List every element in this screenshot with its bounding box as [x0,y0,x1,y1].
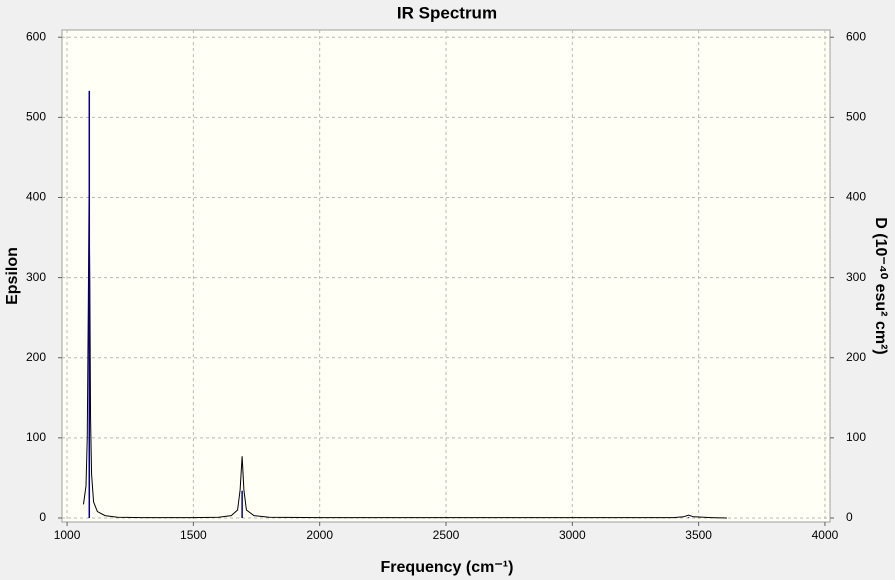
y2-tick-label: 300 [846,270,866,284]
y-tick-label: 200 [26,350,46,364]
y-tick-label: 0 [39,510,46,524]
y2-tick-label: 600 [846,29,866,43]
x-tick-label: 3500 [685,528,712,542]
y2-tick-label: 0 [846,510,853,524]
chart-title: IR Spectrum [397,3,497,22]
y-tick-label: 600 [26,29,46,43]
y-tick-label: 300 [26,270,46,284]
x-axis-label: Frequency (cm⁻¹) [381,559,514,576]
x-tick-label: 1000 [54,528,81,542]
y-tick-label: 500 [26,110,46,124]
x-tick-label: 2000 [306,528,333,542]
y2-tick-label: 200 [846,350,866,364]
y-tick-label: 400 [26,190,46,204]
x-tick-label: 4000 [812,528,839,542]
y2-tick-label: 100 [846,430,866,444]
y-axis-label: Epsilon [4,247,21,305]
y2-tick-label: 400 [846,190,866,204]
y-tick-label: 100 [26,430,46,444]
x-tick-label: 3000 [559,528,586,542]
x-tick-label: 2500 [433,528,460,542]
y2-tick-label: 500 [846,110,866,124]
y2-axis-label: D (10⁻⁴⁰ esu² cm²) [872,217,889,354]
x-tick-label: 1500 [180,528,207,542]
